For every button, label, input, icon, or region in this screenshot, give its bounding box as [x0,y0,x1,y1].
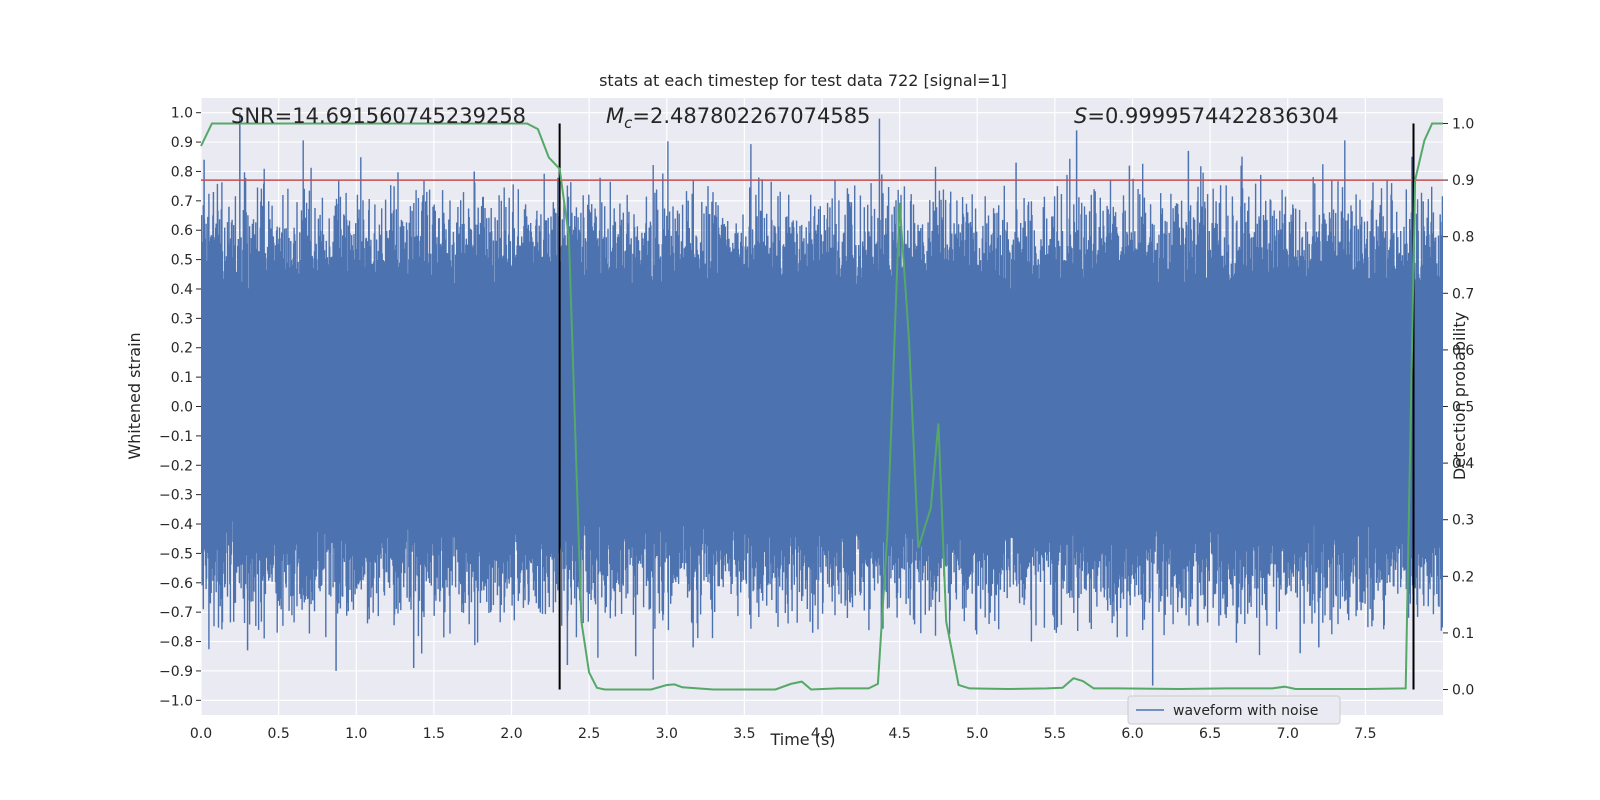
x-tick-label: 1.0 [345,726,367,742]
y-tick-label: −0.2 [159,458,193,474]
y2-tick-label: 1.0 [1452,116,1474,132]
x-tick-label: 7.0 [1277,726,1299,742]
legend-entry: waveform with noise [1173,703,1318,719]
y-tick-label: 0.9 [171,135,193,151]
score-symbol: S [1074,104,1087,128]
chirp-mass-subscript: c [624,114,633,132]
x-tick-label: 7.5 [1354,726,1376,742]
y2-tick-labels: 1.0 0.9 0.8 0.7 0.6 0.5 0.4 0.3 0.2 0.1 0.0 [1443,116,1474,699]
y-tick-label: 0.5 [171,253,193,269]
waveform-core [201,341,1443,466]
x-tick-label: 3.5 [733,726,755,742]
y2-tick-label: 0.6 [1452,343,1474,359]
y-tick-label: −0.9 [159,664,193,680]
y2-tick-label: 0.5 [1452,400,1474,416]
y2-tick-label: 0.0 [1452,683,1474,699]
x-tick-labels: 0.0 0.5 1.0 1.5 2.0 2.5 3.0 3.5 4.0 4.5 5.0 5.5 6.0 6… [190,726,1377,742]
x-tick-label: 2.5 [578,726,600,742]
chirp-mass-annotation: Mc=2.487802267074585 [606,104,870,132]
y-tick-label: 1.0 [171,106,193,122]
y2-tick-label: 0.7 [1452,286,1474,302]
y-tick-label: 0.4 [171,282,193,298]
x-tick-label: 0.5 [267,726,289,742]
y-tick-label: −0.5 [159,546,193,562]
x-tick-label: 3.0 [656,726,678,742]
y-tick-label: −0.1 [159,429,193,445]
y-tick-label: 0.6 [171,223,193,239]
legend-box [1127,695,1341,725]
x-tick-label: 5.0 [966,726,988,742]
y2-axis-label: Detection probability [1450,312,1469,480]
y-tick-label: −0.8 [159,635,193,651]
y2-tick-label: 0.8 [1452,230,1474,246]
score-value: =0.9999574422836304 [1087,104,1338,128]
y-tick-label: 0.8 [171,164,193,180]
y-tick-label: 0.2 [171,341,193,357]
y-tick-label: −0.7 [159,605,193,621]
y-tick-label: 0.3 [171,311,193,327]
waveform-series [201,112,1443,686]
y2-tick-label: 0.4 [1452,456,1474,472]
y-axis-label: Whitened strain [125,332,144,459]
y-tick-label: −0.4 [159,517,193,533]
chart-title: stats at each timestep for test data 722… [599,71,1007,90]
y2-tick-label: 0.9 [1452,173,1474,189]
x-tick-label: 4.5 [888,726,910,742]
snr-annotation: SNR=14.691560745239258 [231,104,526,128]
y-tick-labels: 1.0 0.9 0.8 0.7 0.6 0.5 0.4 0.3 0.2 0.1 0.0 −0.1 −0.… [159,106,201,709]
y-tick-label: −0.6 [159,576,193,592]
chirp-mass-symbol: M [606,104,624,128]
y-tick-label: 0.1 [171,370,193,386]
y2-tick-label: 0.2 [1452,569,1474,585]
x-tick-label: 0.0 [190,726,212,742]
y-tick-label: 0.7 [171,194,193,210]
y-tick-label: −0.3 [159,488,193,504]
x-tick-label: 2.0 [500,726,522,742]
x-tick-label: 1.5 [423,726,445,742]
y-tick-label: −1.0 [159,693,193,709]
y2-tick-label: 0.1 [1452,626,1474,642]
chirp-mass-value: =2.487802267074585 [632,104,870,128]
legend: waveform with noise [1127,695,1341,725]
y-tick-label: 0.0 [171,400,193,416]
y2-tick-label: 0.3 [1452,513,1474,529]
score-annotation: S=0.9999574422836304 [1074,104,1339,128]
probability-series [200,122,1443,691]
x-tick-label: 6.0 [1121,726,1143,742]
x-tick-label: 4.0 [811,726,833,742]
x-tick-label: 5.5 [1044,726,1066,742]
x-tick-label: 6.5 [1199,726,1221,742]
x-axis-label: Time (s) [769,730,835,749]
